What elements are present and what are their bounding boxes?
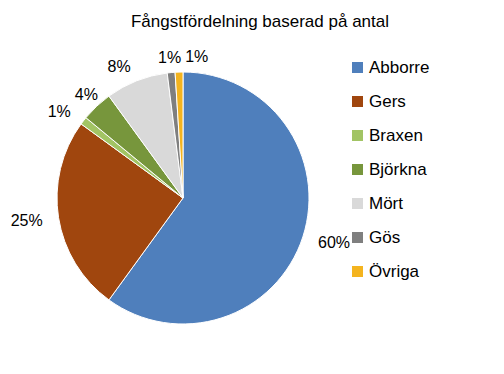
legend-label: Gös [369,228,400,247]
legend-label: Mört [369,194,403,213]
pie-slice [167,72,183,198]
legend-swatch [352,198,363,209]
data-label: 1% [185,48,208,65]
background [0,0,504,374]
data-label: 4% [75,86,98,103]
legend: Abborre Gers Braxen Björkna Mört Gös Övriga [352,58,429,281]
legend-swatch [352,232,363,243]
legend-swatch [352,96,363,107]
legend-swatch [352,62,363,73]
legend-swatch [352,130,363,141]
data-label: 25% [11,212,43,229]
data-label: 8% [108,58,131,75]
legend-label: Abborre [369,58,429,77]
legend-label: Björkna [369,160,427,179]
legend-swatch [352,266,363,277]
legend-swatch [352,164,363,175]
data-labels: 60%25%1%4%8%1%1% [11,48,350,251]
legend-label: Braxen [369,126,423,145]
chart: Fångstfördelning baserad på antal 60% 25% 1… [0,0,504,374]
pie-slice [109,73,183,198]
chart-title: Fångstfördelning baserad på antal [131,12,389,31]
legend-label: Övriga [369,262,420,281]
data-label: 60% [318,234,350,251]
data-label: 1% [158,49,181,66]
pie-slice [175,72,183,198]
legend-label: Gers [369,92,406,111]
pie [57,72,309,324]
data-label: 1% [48,103,71,120]
